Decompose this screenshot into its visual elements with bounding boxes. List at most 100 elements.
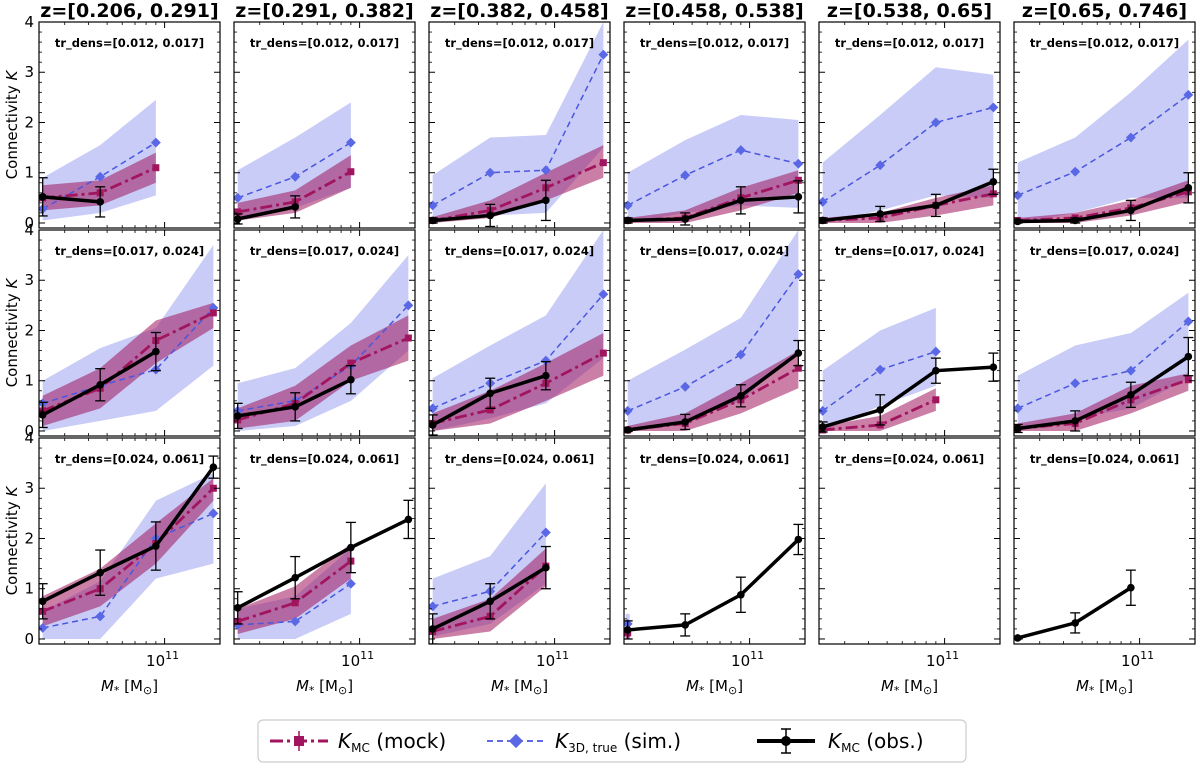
sim-point bbox=[290, 171, 301, 182]
sim-point bbox=[735, 145, 746, 156]
sim-point bbox=[95, 611, 106, 622]
mock-point bbox=[347, 168, 355, 176]
obs-point bbox=[1127, 583, 1135, 592]
sim-point bbox=[793, 269, 804, 280]
column-title: z=[0.65, 0.746] bbox=[1022, 0, 1187, 22]
y-axis-label: Connectivity K bbox=[3, 70, 21, 180]
x-axis-label: M* [M⊙] bbox=[1076, 677, 1133, 697]
obs-point bbox=[152, 542, 160, 550]
sim-point bbox=[598, 289, 609, 300]
sim-point bbox=[930, 117, 941, 128]
obs-point bbox=[989, 363, 998, 371]
sim-band bbox=[1017, 39, 1189, 223]
density-label: tr_dens=[0.012, 0.017] bbox=[55, 36, 204, 51]
sim-point bbox=[680, 170, 691, 181]
obs-point bbox=[429, 216, 437, 225]
sim-point bbox=[208, 508, 219, 519]
mock-band bbox=[237, 315, 409, 429]
obs-point bbox=[876, 406, 884, 414]
x-tick-label: 1011 bbox=[341, 649, 374, 670]
y-tick-label: 0 bbox=[24, 630, 34, 648]
sim-point bbox=[403, 300, 414, 311]
legend-marker-sim bbox=[508, 733, 524, 749]
panel: tr_dens=[0.012, 0.017] 0 1 2 3 4 Connectivity … bbox=[3, 13, 221, 232]
y-tick-label: 1 bbox=[24, 372, 34, 390]
panel-frame bbox=[1013, 21, 1196, 229]
x-tick-label: 1011 bbox=[146, 649, 179, 670]
obs-point bbox=[1127, 391, 1135, 399]
sim-line bbox=[627, 149, 799, 207]
panel: tr_dens=[0.017, 0.024] bbox=[428, 229, 611, 437]
density-label: tr_dens=[0.017, 0.024] bbox=[250, 244, 399, 259]
obs-point bbox=[932, 366, 940, 375]
density-label: tr_dens=[0.024, 0.061] bbox=[55, 452, 204, 467]
y-tick-label: 4 bbox=[24, 13, 34, 31]
obs-point bbox=[1014, 634, 1022, 642]
panel-frame bbox=[623, 229, 806, 437]
y-tick-label: 0 bbox=[24, 422, 34, 440]
mock-band bbox=[42, 478, 214, 627]
sim-band bbox=[237, 255, 409, 431]
x-tick-label: 1011 bbox=[926, 649, 959, 670]
y-tick-label: 1 bbox=[24, 580, 34, 598]
sim-point bbox=[1125, 365, 1136, 376]
density-label: tr_dens=[0.017, 0.024] bbox=[640, 244, 789, 259]
sim-point bbox=[540, 165, 551, 176]
obs-point bbox=[794, 535, 803, 544]
panel-frame bbox=[623, 437, 806, 645]
mock-point bbox=[599, 159, 607, 167]
mock-point bbox=[234, 208, 242, 216]
panel-frame bbox=[38, 437, 221, 645]
obs-point bbox=[39, 411, 47, 419]
panel: tr_dens=[0.017, 0.024] 0 1 2 3 4 Connectivity … bbox=[3, 221, 221, 440]
density-label: tr_dens=[0.017, 0.024] bbox=[1030, 244, 1179, 259]
sim-point bbox=[1183, 89, 1194, 100]
y-tick-label: 2 bbox=[24, 321, 34, 339]
density-label: tr_dens=[0.024, 0.061] bbox=[445, 452, 594, 467]
mock-point bbox=[347, 359, 355, 367]
legend-item-mock: KMC (mock) bbox=[270, 729, 446, 755]
obs-point bbox=[819, 423, 827, 431]
sim-line bbox=[1017, 320, 1189, 410]
panel-frame bbox=[1013, 229, 1196, 437]
sim-line bbox=[432, 54, 605, 207]
obs-line bbox=[822, 180, 995, 223]
y-tick-label: 3 bbox=[24, 271, 34, 289]
column-title: z=[0.538, 0.65] bbox=[827, 0, 992, 22]
panel-frame bbox=[818, 21, 1001, 229]
obs-point bbox=[429, 625, 437, 633]
panel-frame bbox=[1013, 437, 1196, 645]
sim-point bbox=[793, 158, 804, 169]
density-label: tr_dens=[0.012, 0.017] bbox=[1030, 36, 1179, 51]
mock-point bbox=[599, 349, 607, 357]
obs-point bbox=[1184, 184, 1193, 192]
sim-band bbox=[822, 67, 994, 223]
density-label: tr_dens=[0.024, 0.061] bbox=[1030, 452, 1179, 467]
panel: tr_dens=[0.017, 0.024] bbox=[818, 229, 1001, 437]
obs-point bbox=[96, 198, 104, 206]
sim-point bbox=[819, 196, 828, 207]
obs-line bbox=[627, 538, 800, 632]
obs-point bbox=[1127, 206, 1135, 215]
panel: tr_dens=[0.012, 0.017] bbox=[818, 21, 1001, 229]
obs-line bbox=[1017, 186, 1190, 224]
sim-point bbox=[735, 349, 746, 360]
x-axis-label: M* [M⊙] bbox=[101, 677, 158, 697]
sim-point bbox=[540, 355, 551, 366]
legend-label-sim: K3D, true (sim.) bbox=[555, 729, 681, 755]
obs-line bbox=[41, 466, 215, 603]
y-tick-label: 3 bbox=[24, 479, 34, 497]
obs-point bbox=[876, 210, 884, 218]
mock-point bbox=[291, 599, 299, 607]
obs-point bbox=[737, 196, 745, 205]
sim-point bbox=[345, 578, 356, 589]
panel-frame bbox=[38, 21, 221, 229]
density-label: tr_dens=[0.012, 0.017] bbox=[445, 36, 594, 51]
obs-point bbox=[291, 573, 299, 582]
obs-line bbox=[236, 517, 410, 610]
column-title: z=[0.291, 0.382] bbox=[235, 0, 413, 22]
mock-band bbox=[432, 333, 604, 431]
mock-band bbox=[822, 185, 994, 223]
x-tick-label: 1011 bbox=[731, 649, 764, 670]
x-axis-label: M* [M⊙] bbox=[491, 677, 548, 697]
